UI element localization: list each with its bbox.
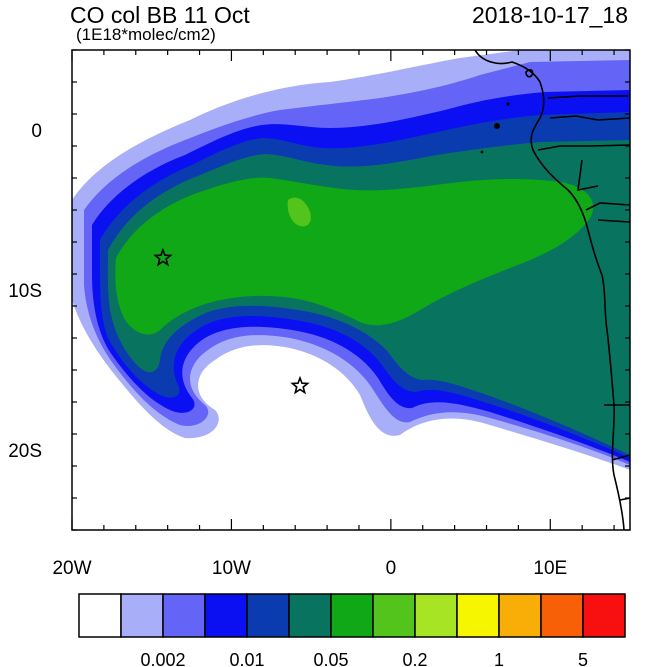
colorbar-box bbox=[540, 593, 584, 638]
colorbar-labels: 0.002 0.01 0.05 0.2 1 5 bbox=[140, 650, 588, 667]
contour-level-7 bbox=[287, 197, 311, 227]
y-tick-label: 0 bbox=[31, 121, 42, 142]
x-axis-labels: 20W 10W 0 10E bbox=[52, 558, 567, 579]
x-tick-label: 0 bbox=[386, 558, 397, 579]
map-timestamp: 2018-10-17_18 bbox=[471, 2, 628, 28]
colorbar-box bbox=[582, 593, 626, 638]
islands bbox=[480, 102, 510, 154]
map-units: (1E18*molec/cm2) bbox=[76, 25, 216, 44]
colorbar-box bbox=[498, 593, 542, 638]
plot-frame bbox=[71, 49, 631, 531]
colorbar bbox=[78, 593, 626, 638]
colorbar-label: 1 bbox=[494, 650, 504, 667]
co-plume-contours bbox=[72, 50, 630, 470]
axis-ticks bbox=[71, 49, 630, 531]
colorbar-box bbox=[288, 593, 332, 638]
colorbar-box bbox=[372, 593, 416, 638]
colorbar-label: 0.05 bbox=[313, 650, 348, 667]
colorbar-label: 0.002 bbox=[140, 650, 185, 667]
y-tick-label: 20S bbox=[8, 441, 42, 462]
contour-level-6 bbox=[115, 177, 594, 335]
colorbar-box bbox=[120, 593, 164, 638]
colorbar-label: 0.01 bbox=[229, 650, 264, 667]
colorbar-label: 0.2 bbox=[402, 650, 427, 667]
colorbar-box bbox=[204, 593, 248, 638]
colorbar-box bbox=[330, 593, 374, 638]
x-tick-label: 10W bbox=[212, 558, 251, 579]
colorbar-box bbox=[246, 593, 290, 638]
colorbar-box bbox=[162, 593, 206, 638]
colorbar-box bbox=[78, 593, 122, 638]
colorbar-label: 5 bbox=[578, 650, 588, 667]
map-title: CO col BB 11 Oct bbox=[70, 2, 250, 28]
y-tick-label: 10S bbox=[8, 281, 42, 302]
y-axis-labels: 0 10S 20S bbox=[8, 121, 42, 462]
marker-layer bbox=[153, 247, 310, 395]
star-marker bbox=[153, 247, 173, 267]
coastline bbox=[474, 50, 630, 530]
star-marker bbox=[290, 375, 310, 395]
colorbar-box bbox=[414, 593, 458, 638]
x-tick-label: 20W bbox=[52, 558, 91, 579]
x-tick-label: 10E bbox=[533, 558, 567, 579]
colorbar-box bbox=[456, 593, 500, 638]
